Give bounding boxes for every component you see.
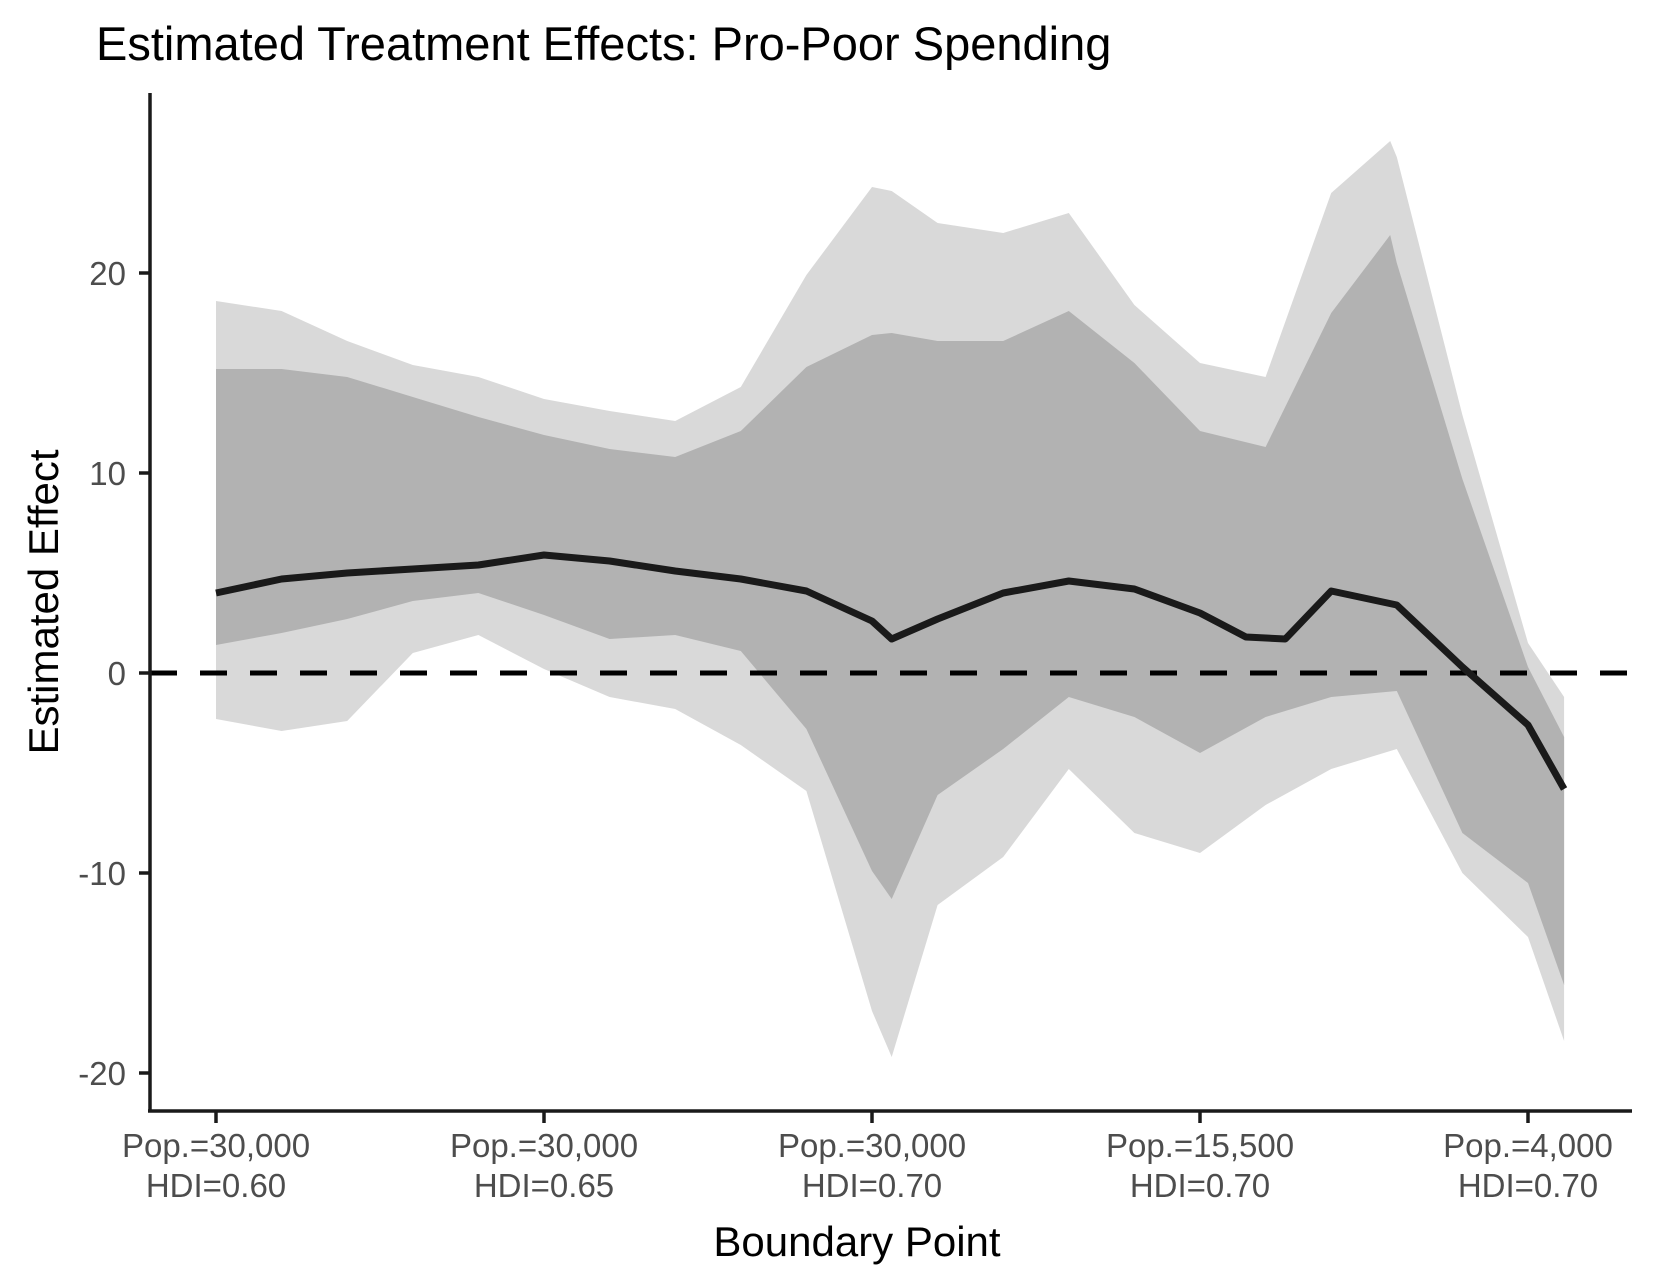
axes bbox=[148, 93, 1632, 1113]
x-tick-label-hdi: HDI=0.65 bbox=[474, 1167, 614, 1204]
x-tick-label-hdi: HDI=0.60 bbox=[146, 1167, 286, 1204]
x-tick-label-pop: Pop.=15,500 bbox=[1106, 1127, 1294, 1164]
estimate-line bbox=[215, 551, 1568, 791]
y-tick-label: 0 bbox=[108, 655, 126, 692]
confidence-bands bbox=[216, 141, 1565, 1057]
y-tick-label: -20 bbox=[78, 1055, 126, 1092]
x-tick-label-hdi: HDI=0.70 bbox=[1130, 1167, 1270, 1204]
y-tick-label: 10 bbox=[89, 455, 126, 492]
tick-marks bbox=[139, 271, 1530, 1123]
data-lines bbox=[150, 551, 1640, 791]
x-tick-label-pop: Pop.=30,000 bbox=[122, 1127, 310, 1164]
x-tick-label-hdi: HDI=0.70 bbox=[802, 1167, 942, 1204]
x-tick-label-pop: Pop.=4,000 bbox=[1443, 1127, 1613, 1164]
chart-title: Estimated Treatment Effects: Pro-Poor Sp… bbox=[96, 17, 1111, 70]
y-tick-label: 20 bbox=[89, 255, 126, 292]
x-axis-title: Boundary Point bbox=[713, 1218, 1001, 1265]
x-tick-label-hdi: HDI=0.70 bbox=[1458, 1167, 1598, 1204]
y-axis-title: Estimated Effect bbox=[20, 449, 67, 754]
x-tick-label-pop: Pop.=30,000 bbox=[450, 1127, 638, 1164]
tick-labels: 20100-10-20Pop.=30,000HDI=0.60Pop.=30,00… bbox=[78, 255, 1613, 1204]
y-tick-label: -10 bbox=[78, 855, 126, 892]
x-tick-label-pop: Pop.=30,000 bbox=[778, 1127, 966, 1164]
inner-ci-band bbox=[216, 235, 1565, 985]
